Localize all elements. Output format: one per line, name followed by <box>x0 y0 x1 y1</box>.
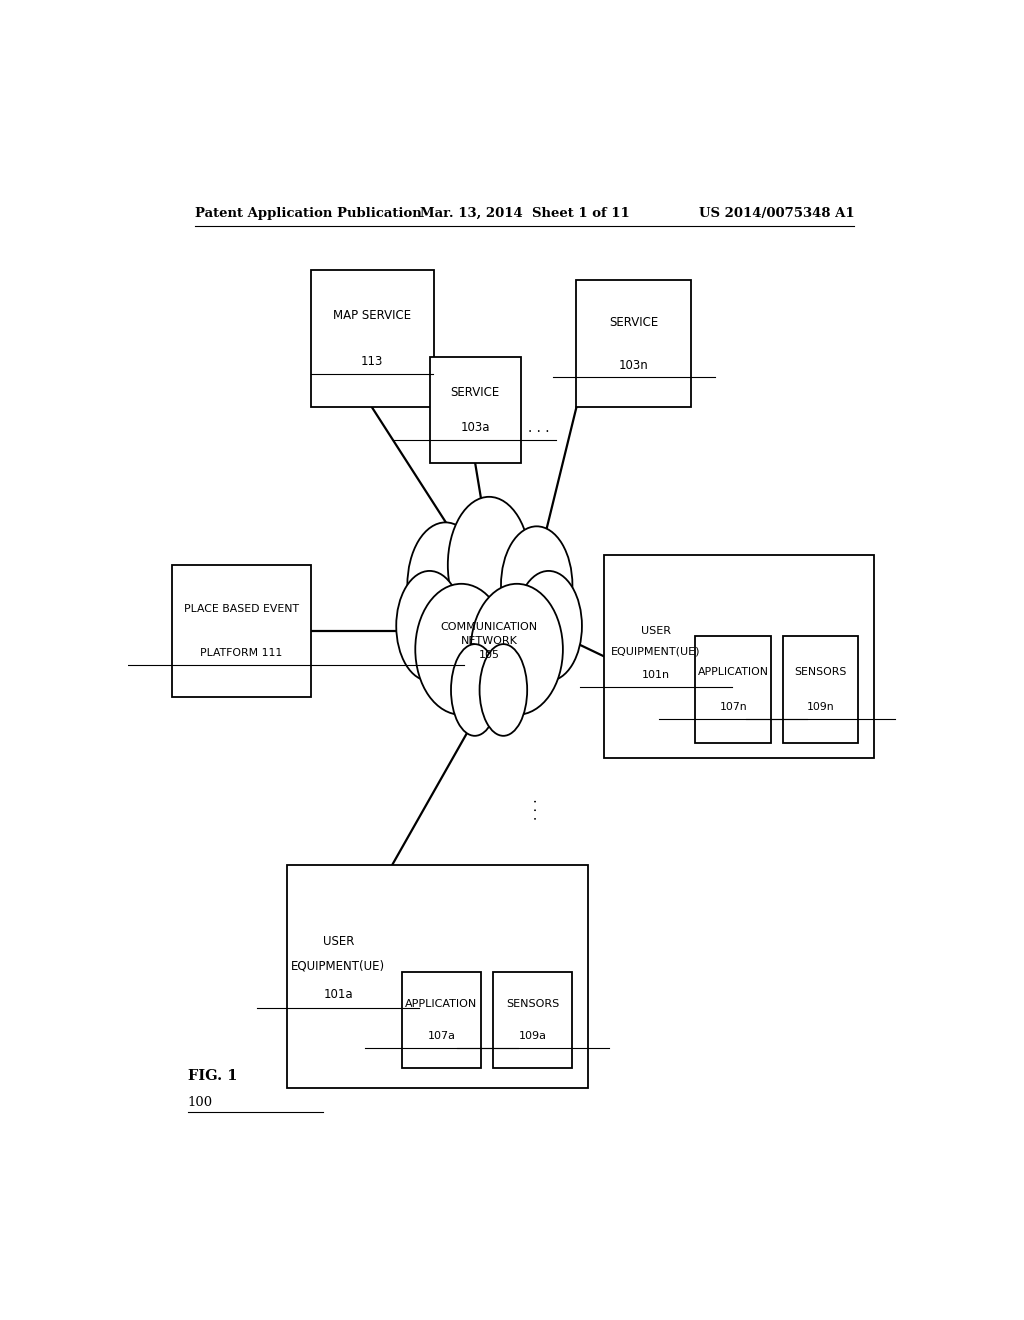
Text: USER: USER <box>641 626 671 636</box>
Text: 107n: 107n <box>719 702 746 713</box>
Text: APPLICATION: APPLICATION <box>406 999 477 1008</box>
Bar <box>401 972 481 1068</box>
Text: 107a: 107a <box>427 1031 456 1041</box>
Ellipse shape <box>515 572 582 681</box>
Text: SENSORS: SENSORS <box>506 999 559 1008</box>
Text: 101n: 101n <box>642 669 670 680</box>
Text: FIG. 1: FIG. 1 <box>187 1069 237 1084</box>
Bar <box>287 865 588 1089</box>
Bar <box>695 636 771 743</box>
Ellipse shape <box>451 644 499 735</box>
Text: APPLICATION: APPLICATION <box>697 667 769 677</box>
Ellipse shape <box>408 523 483 648</box>
Text: SENSORS: SENSORS <box>795 667 847 677</box>
Text: 113: 113 <box>360 355 383 368</box>
Text: SERVICE: SERVICE <box>609 317 658 329</box>
Text: COMMUNICATION
NETWORK
105: COMMUNICATION NETWORK 105 <box>440 622 538 660</box>
Ellipse shape <box>416 583 507 715</box>
Text: MAP SERVICE: MAP SERVICE <box>333 309 411 322</box>
Ellipse shape <box>479 644 527 735</box>
Ellipse shape <box>396 572 463 681</box>
Ellipse shape <box>501 527 572 644</box>
Text: 103n: 103n <box>620 359 649 371</box>
Text: 109n: 109n <box>807 702 835 713</box>
Bar <box>430 356 521 463</box>
Text: PLATFORM 111: PLATFORM 111 <box>200 648 283 659</box>
Text: 101a: 101a <box>324 989 353 1002</box>
Bar <box>172 565 310 697</box>
Text: . . .: . . . <box>525 799 540 820</box>
Bar <box>782 636 858 743</box>
Text: PLACE BASED EVENT: PLACE BASED EVENT <box>183 605 299 614</box>
Bar <box>577 280 691 408</box>
Text: 103a: 103a <box>461 421 489 434</box>
Bar <box>310 271 433 408</box>
Text: EQUIPMENT(UE): EQUIPMENT(UE) <box>291 960 385 973</box>
Bar <box>604 554 873 758</box>
Ellipse shape <box>471 583 563 715</box>
Text: 109a: 109a <box>519 1031 547 1041</box>
Text: 100: 100 <box>187 1096 213 1109</box>
Text: . . .: . . . <box>528 421 550 434</box>
Text: Mar. 13, 2014  Sheet 1 of 11: Mar. 13, 2014 Sheet 1 of 11 <box>420 207 630 220</box>
Bar <box>494 972 572 1068</box>
Text: Patent Application Publication: Patent Application Publication <box>196 207 422 220</box>
Ellipse shape <box>447 496 530 634</box>
Text: SERVICE: SERVICE <box>451 385 500 399</box>
Text: US 2014/0075348 A1: US 2014/0075348 A1 <box>698 207 854 220</box>
Text: USER: USER <box>323 935 354 948</box>
Text: EQUIPMENT(UE): EQUIPMENT(UE) <box>611 647 700 656</box>
